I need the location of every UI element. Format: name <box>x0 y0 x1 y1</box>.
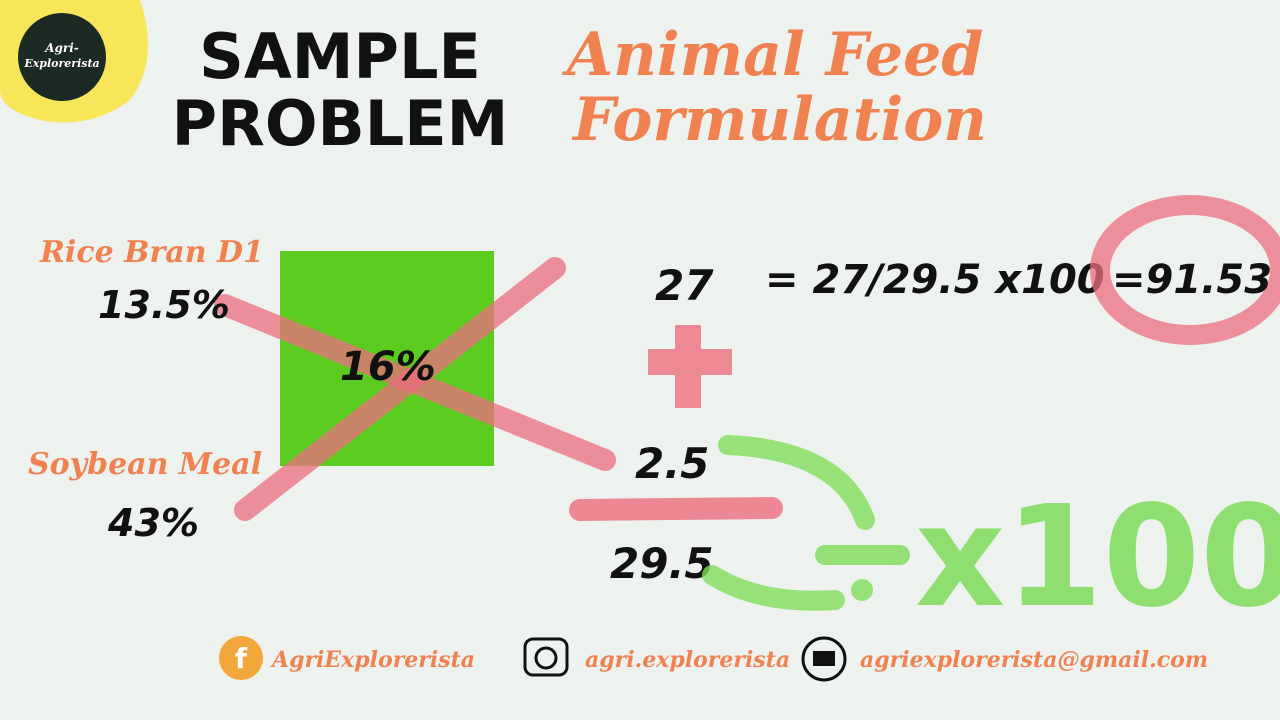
plus-sign <box>648 325 732 408</box>
logo-text: Agri- <box>44 41 79 55</box>
formula: = 27/29.5 x100 <box>765 257 1105 303</box>
mail-envelope <box>813 651 835 666</box>
social-handle[interactable]: agri.explorerista <box>585 647 790 673</box>
arrow-stroke <box>702 565 845 611</box>
cross-line <box>234 257 566 521</box>
mail-icon <box>801 636 847 682</box>
total-value: 29.5 <box>610 539 714 588</box>
ingredient-name: Rice Bran D1 <box>39 235 264 270</box>
title: PROBLEM <box>172 87 509 160</box>
result-circle <box>1090 195 1280 345</box>
logo-badge <box>18 13 106 101</box>
part-value: 27 <box>655 261 714 310</box>
ingredient-value: 43% <box>107 501 199 545</box>
facebook-icon <box>219 636 263 680</box>
social-handle[interactable]: agriexplorerista@gmail.com <box>860 647 1208 673</box>
ingredient-name: Soybean Meal <box>28 447 262 482</box>
subtitle: Animal Feed <box>562 20 984 90</box>
title: SAMPLE <box>199 20 481 93</box>
camera-lens <box>534 646 558 670</box>
result: =91.53 <box>1112 257 1272 303</box>
subtitle: Formulation <box>571 85 987 155</box>
target-value: 16% <box>340 344 436 390</box>
fraction-bar <box>569 497 783 521</box>
pearson-square <box>280 251 494 466</box>
social-handle[interactable]: AgriExplorerista <box>270 647 475 673</box>
multiply-note: x100 <box>915 476 1280 639</box>
facebook-glyph: f <box>235 642 248 675</box>
divide-dot <box>851 579 873 601</box>
logo-text: Explorerista <box>23 57 99 70</box>
part-value: 2.5 <box>635 439 709 488</box>
ingredient-value: 13.5% <box>98 283 230 327</box>
arrow-stroke <box>718 435 875 530</box>
camera-icon <box>523 637 569 677</box>
